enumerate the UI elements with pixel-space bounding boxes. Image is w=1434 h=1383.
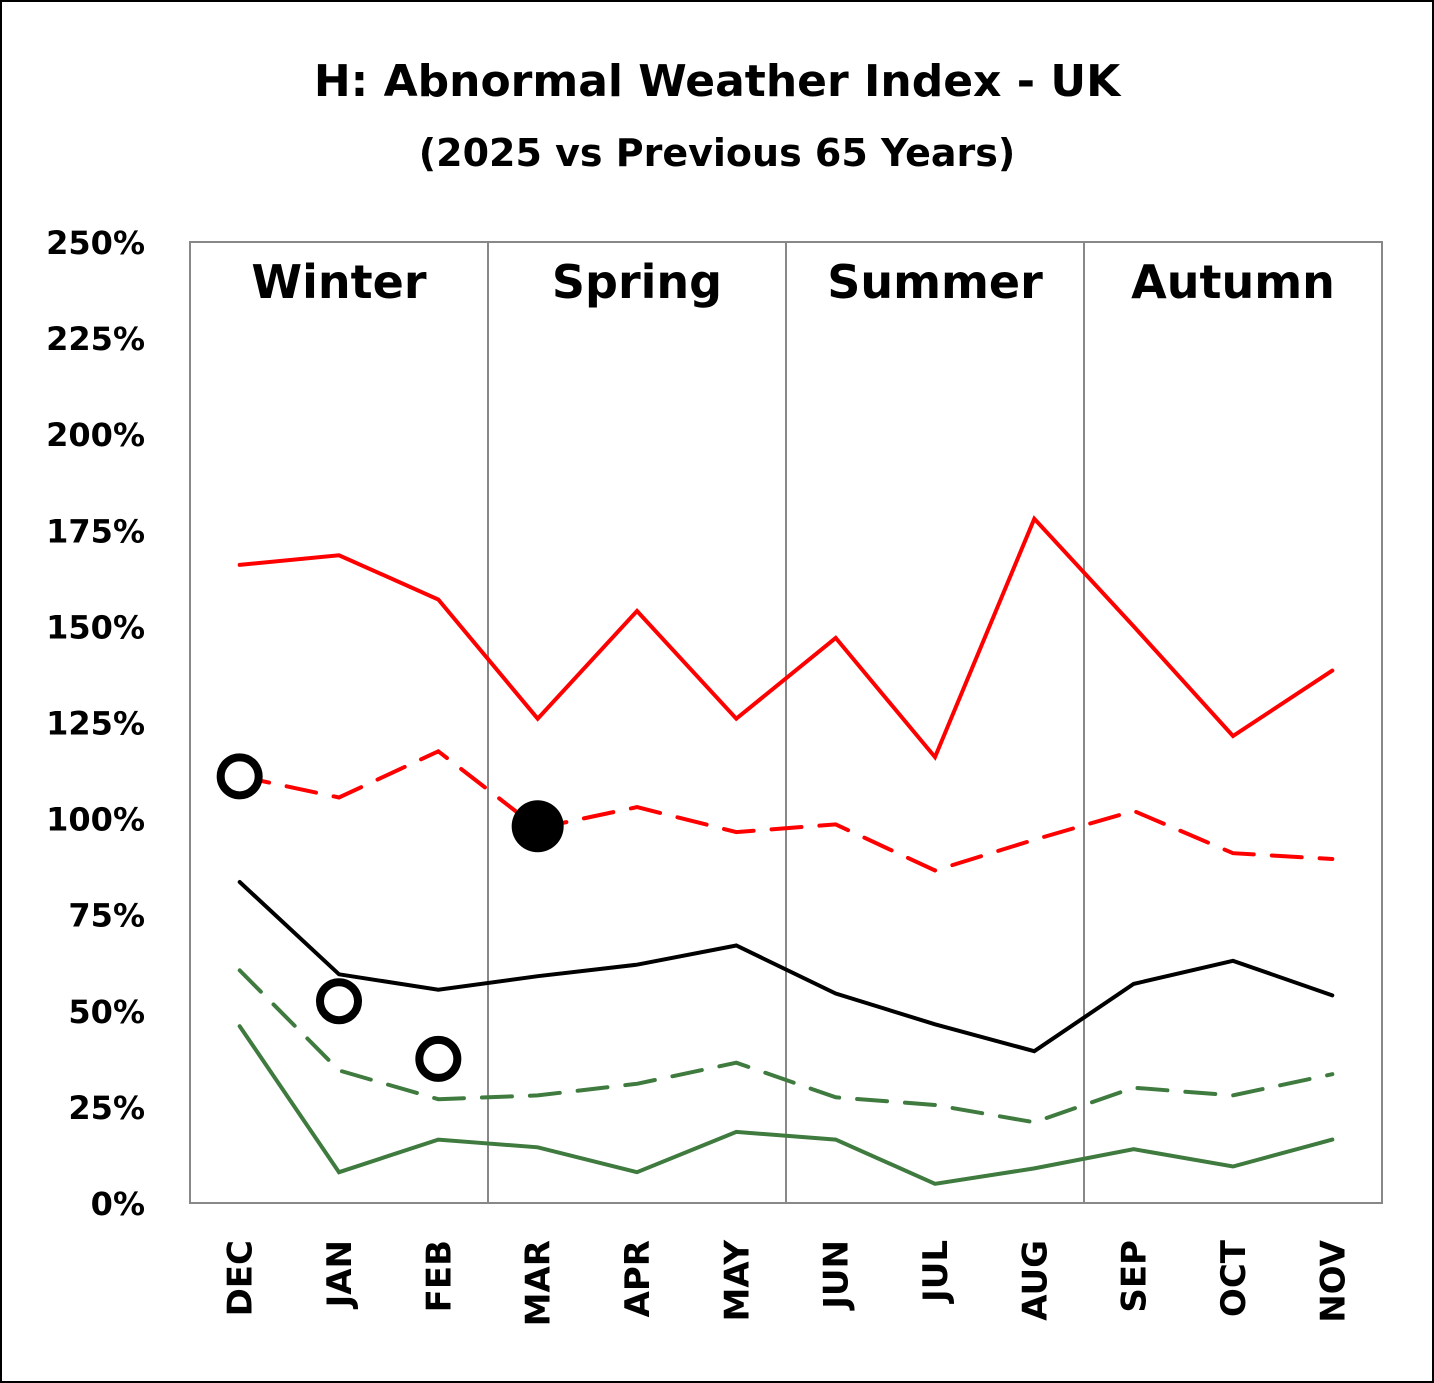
x-tick-label: JUL [916,1240,956,1304]
y-tick-label: 75% [68,897,145,935]
x-tick-label: AUG [1015,1240,1055,1321]
season-label: Spring [552,255,722,309]
x-tick-label: FEB [419,1240,459,1312]
y-tick-label: 25% [68,1089,145,1127]
y-tick-label: 150% [46,608,145,646]
season-label: Autumn [1131,255,1335,309]
season-dividers [487,242,1085,1203]
marker-2025-open [316,978,362,1025]
y-tick-label: 175% [46,512,145,550]
y-axis: 0% 25% 50% 75% 100% 125% 150% 175% 200% 225% 250% [46,224,145,1223]
x-tick-label: NOV [1313,1239,1353,1322]
marker-2025-filled [511,800,564,853]
x-tick-label: JUN [817,1240,857,1311]
season-label: Summer [827,255,1043,309]
chart-title: H: Abnormal Weather Index - UK [314,56,1122,107]
y-tick-label: 225% [46,320,145,358]
x-axis: DEC JAN FEB MAR APR MAY JUN JUL AUG SEP OCT NOV [221,1239,1354,1326]
y-tick-label: 125% [46,705,145,743]
series-line-upper-mean [237,748,1335,873]
season-label: Winter [251,255,426,309]
markers-2025 [216,753,564,1082]
series-line-lower-mean [237,968,1335,1125]
x-tick-label: OCT [1214,1239,1254,1317]
x-tick-label: DEC [221,1240,261,1316]
y-tick-label: 0% [91,1185,145,1223]
y-tick-label: 200% [46,416,145,454]
series-line-lower-min [237,1024,1335,1186]
series-lines [237,515,1335,1186]
season-labels: Winter Spring Summer Autumn [251,255,1334,309]
x-tick-label: APR [618,1240,658,1317]
x-tick-label: SEP [1115,1240,1155,1313]
marker-2025-open [415,1035,462,1082]
x-tick-label: JAN [320,1240,360,1309]
x-tick-label: MAR [519,1240,559,1326]
y-tick-label: 100% [46,801,145,839]
series-line-upper-max [237,515,1335,761]
y-tick-label: 250% [46,224,145,262]
chart-subtitle: (2025 vs Previous 65 Years) [419,131,1015,175]
series-line-median [237,880,1335,1054]
marker-2025-open [216,753,263,800]
y-tick-label: 50% [68,993,145,1031]
x-tick-label: MAY [717,1240,757,1322]
